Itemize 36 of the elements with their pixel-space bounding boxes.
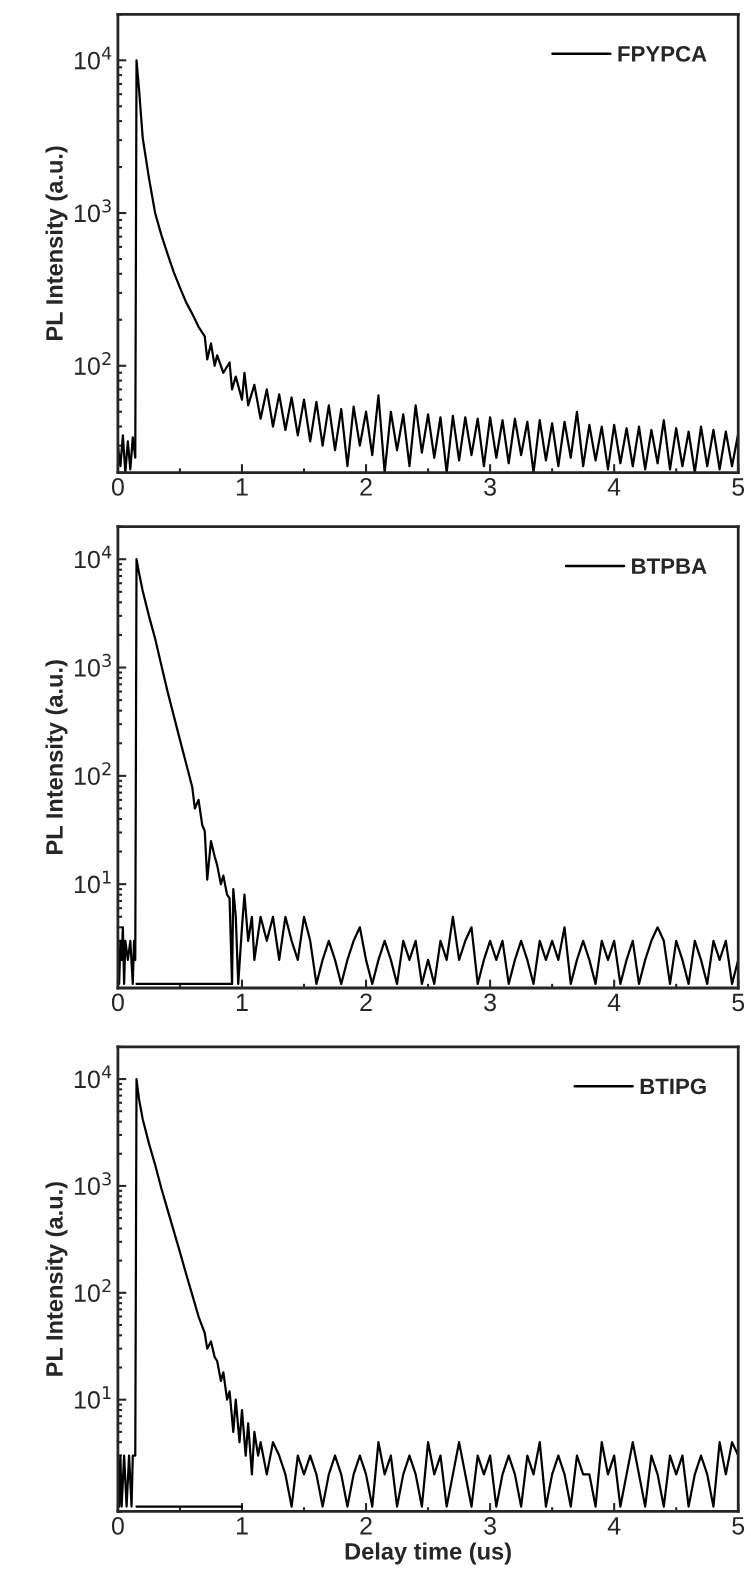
legend-label: BTIPG [640, 1078, 706, 1095]
x-tick-label: 0 [111, 1516, 124, 1535]
x-axis-title: Delay time (us) [345, 1542, 511, 1565]
x-tick-label: 4 [607, 1517, 621, 1535]
legend-label: BTPBA [632, 558, 707, 574]
x-tick-label: 5 [732, 993, 745, 1012]
x-tick-label: 2 [360, 478, 372, 496]
y-tick-label: 10$^{2}$ [74, 1279, 111, 1302]
y-tick-label: 10$^{4}$ [74, 46, 112, 70]
x-tick-label: 3 [484, 993, 496, 1012]
y-tick-label: 10$^{3}$ [74, 199, 111, 223]
x-tick-label: 5 [732, 478, 745, 496]
x-tick-label: 4 [607, 478, 621, 496]
x-tick-label: 0 [111, 478, 124, 496]
y-tick-label: 10$^{4}$ [74, 1065, 112, 1089]
x-tick-label: 2 [360, 993, 372, 1011]
y-tick-label: 10$^{1}$ [74, 870, 111, 894]
y-axis-title: PL Intensity (a.u.) [45, 1182, 68, 1376]
y-tick-label: 10$^{1}$ [74, 1386, 111, 1409]
x-tick-label: 0 [111, 993, 124, 1012]
y-axis-title: PL Intensity (a.u.) [45, 146, 68, 341]
x-tick-label: 3 [484, 1516, 496, 1535]
x-tick-label: 1 [236, 1517, 248, 1535]
x-tick-label: 1 [236, 993, 248, 1011]
x-tick-label: 2 [360, 1516, 372, 1535]
y-tick-label: 10$^{2}$ [74, 352, 111, 375]
x-tick-label: 3 [484, 478, 496, 496]
legend-label: FPYPCA [618, 46, 707, 62]
y-tick-label: 10$^{3}$ [74, 653, 111, 677]
y-axis-title: PL Intensity (a.u.) [45, 660, 68, 854]
x-tick-label: 5 [732, 1517, 745, 1535]
x-tick-label: 1 [236, 478, 248, 496]
y-tick-label: 10$^{3}$ [74, 1172, 111, 1196]
x-tick-label: 4 [607, 993, 621, 1011]
y-tick-label: 10$^{4}$ [74, 545, 112, 569]
y-tick-label: 10$^{2}$ [74, 762, 111, 785]
